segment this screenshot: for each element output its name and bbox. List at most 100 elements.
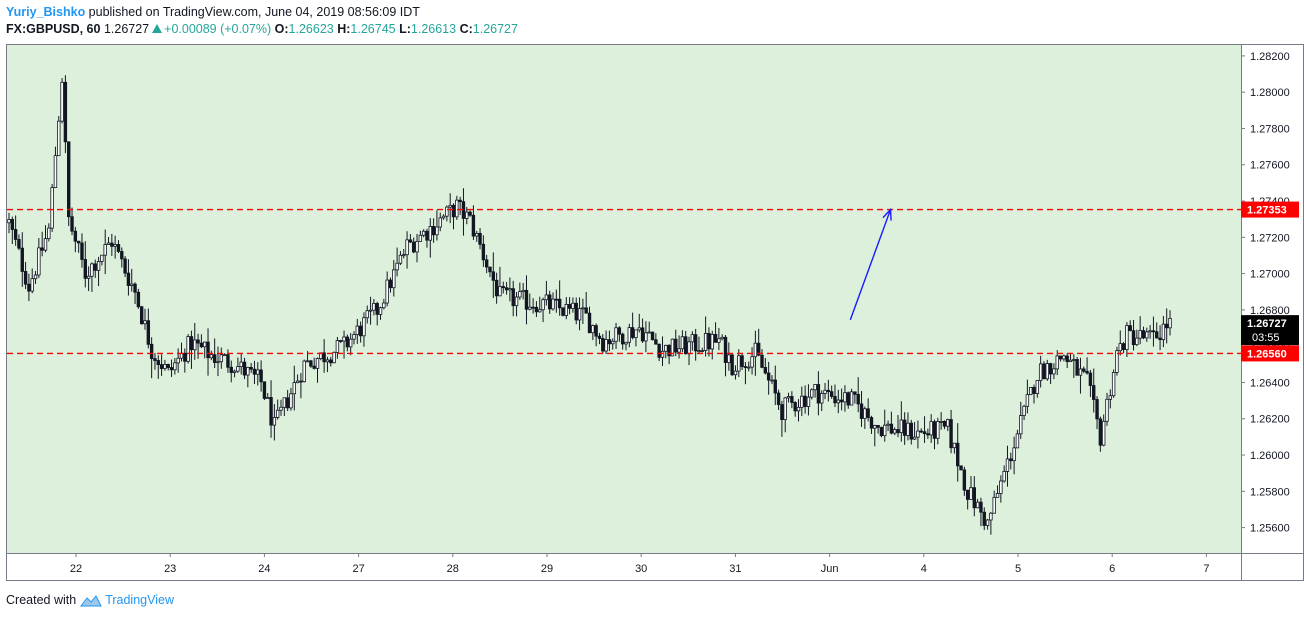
candle: [1055, 350, 1059, 376]
candle-body: [236, 366, 240, 372]
candle: [352, 331, 356, 345]
time-axis[interactable]: 22 23 24 27 28 29 30 31 Jun 4 5 6 7: [70, 553, 1210, 575]
candle: [853, 391, 857, 404]
candle-body: [206, 341, 210, 359]
candle: [83, 241, 87, 288]
candle-body: [1048, 363, 1053, 375]
candle-body: [647, 331, 651, 334]
candle-body: [219, 354, 224, 363]
candle-body: [93, 263, 97, 271]
candle: [488, 266, 492, 278]
candle-body: [813, 384, 817, 391]
candle-body: [1082, 368, 1086, 372]
candle: [932, 419, 937, 450]
high-value: 1.26745: [350, 22, 396, 36]
time-tick-label: 22: [70, 563, 82, 575]
candle: [975, 498, 980, 509]
tradingview-link[interactable]: TradingView: [105, 593, 174, 607]
candle: [723, 335, 728, 377]
candle: [252, 360, 257, 384]
candle-body: [906, 422, 910, 436]
candle: [425, 228, 429, 248]
price-tick-label: 1.27800: [1250, 123, 1290, 135]
candle: [667, 344, 671, 365]
candle: [647, 321, 651, 334]
candle: [10, 216, 15, 244]
candle-body: [1125, 325, 1129, 351]
candle: [597, 332, 602, 345]
candle-body: [743, 366, 748, 368]
candle: [889, 411, 894, 435]
candle-body: [926, 433, 930, 436]
candle: [829, 385, 834, 399]
candle: [660, 336, 665, 367]
candle: [906, 412, 910, 441]
candle-body: [146, 320, 151, 345]
candle: [183, 348, 187, 373]
candle-body: [674, 338, 678, 353]
candle-body: [886, 423, 890, 426]
candle: [236, 357, 240, 373]
candle: [372, 299, 376, 316]
candle-body: [644, 332, 648, 342]
candle-body: [193, 339, 197, 351]
candle: [916, 420, 920, 449]
close-value: 1.26727: [472, 22, 518, 36]
candle-body: [657, 343, 661, 358]
candle: [481, 235, 486, 267]
price-axis[interactable]: 1.282001.280001.278001.276001.274001.272…: [1241, 51, 1290, 535]
candle: [1005, 445, 1010, 487]
price-tick-label: 1.26000: [1250, 450, 1290, 462]
candle-body: [305, 360, 310, 363]
candle-body: [405, 239, 409, 256]
candle: [849, 388, 854, 406]
candle: [866, 398, 870, 422]
candle: [1042, 361, 1046, 380]
author-link[interactable]: Yuriy_Bishko: [6, 5, 86, 19]
plot-area[interactable]: [7, 45, 1241, 553]
candle-body: [932, 421, 937, 439]
candle-body: [856, 393, 860, 405]
candle-body: [76, 240, 81, 244]
time-tick-label: 5: [1015, 563, 1021, 575]
candle-body: [571, 302, 575, 309]
candle-body: [189, 336, 194, 351]
candle-body: [806, 396, 811, 407]
candle-body: [839, 399, 844, 403]
candle-body: [816, 384, 821, 404]
candle: [478, 227, 482, 250]
candle: [438, 212, 442, 232]
candle: [508, 277, 512, 302]
candle: [982, 507, 986, 531]
candle: [634, 329, 638, 347]
candle-body: [292, 382, 296, 395]
candle: [335, 336, 340, 359]
candle-body: [309, 360, 313, 367]
time-tick-label: 6: [1109, 563, 1115, 575]
candle: [1108, 389, 1113, 409]
low-value: 1.26613: [410, 22, 457, 36]
candle-body: [1151, 330, 1156, 333]
candle-body: [846, 392, 850, 406]
candle: [67, 141, 71, 227]
candle: [514, 291, 519, 317]
candle-body: [969, 487, 973, 500]
candle: [617, 326, 622, 342]
candle: [355, 318, 360, 344]
candle-body: [544, 294, 549, 301]
candle-body: [518, 291, 522, 298]
candle: [926, 428, 930, 440]
candle-body: [796, 406, 801, 412]
candle: [86, 266, 91, 292]
candle-body: [1131, 330, 1136, 346]
candle: [680, 330, 685, 353]
candle: [322, 339, 326, 373]
candle-body: [1002, 471, 1006, 482]
candle: [912, 421, 917, 440]
candle: [1072, 354, 1076, 378]
candle-body: [1068, 359, 1073, 363]
candle-body: [345, 336, 350, 348]
candle-body: [959, 465, 963, 471]
bar-countdown-label: 03:55: [1252, 332, 1280, 344]
